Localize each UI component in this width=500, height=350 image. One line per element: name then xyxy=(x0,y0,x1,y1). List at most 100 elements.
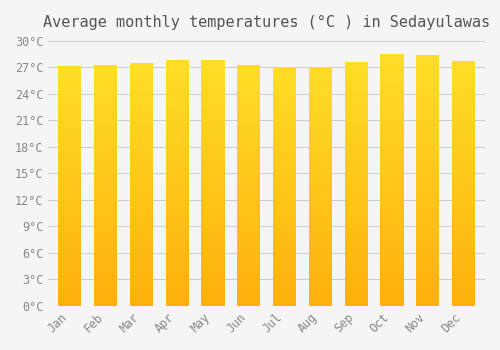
Bar xyxy=(58,150,82,152)
Bar xyxy=(344,121,368,123)
Bar xyxy=(58,198,82,200)
Bar xyxy=(237,262,260,265)
Bar xyxy=(94,183,118,185)
Bar xyxy=(452,132,475,135)
Bar xyxy=(166,281,189,284)
Bar xyxy=(58,253,82,255)
Bar xyxy=(416,118,440,120)
Bar xyxy=(202,232,224,234)
Bar xyxy=(166,63,189,65)
Bar xyxy=(380,57,404,59)
Bar xyxy=(58,123,82,126)
Bar xyxy=(344,150,368,152)
Bar xyxy=(273,198,296,201)
Bar xyxy=(202,296,224,299)
Bar xyxy=(202,173,224,176)
Bar xyxy=(416,238,440,240)
Bar xyxy=(416,78,440,80)
Bar xyxy=(58,229,82,231)
Bar xyxy=(202,105,224,107)
Bar xyxy=(344,162,368,164)
Bar xyxy=(344,218,368,220)
Bar xyxy=(308,169,332,172)
Bar xyxy=(202,60,224,63)
Bar xyxy=(308,208,332,210)
Bar xyxy=(166,100,189,102)
Bar xyxy=(202,249,224,252)
Bar xyxy=(344,142,368,145)
Bar xyxy=(344,147,368,150)
Bar xyxy=(166,257,189,259)
Bar xyxy=(380,173,404,175)
Bar xyxy=(202,210,224,212)
Bar xyxy=(273,201,296,203)
Bar xyxy=(416,246,440,248)
Bar xyxy=(94,82,118,84)
Bar xyxy=(202,156,224,159)
Bar xyxy=(273,263,296,265)
Bar xyxy=(58,279,82,282)
Bar xyxy=(237,72,260,75)
Bar xyxy=(94,118,118,120)
Bar xyxy=(380,258,404,260)
Bar xyxy=(202,198,224,200)
Bar xyxy=(380,296,404,298)
Bar xyxy=(344,252,368,255)
Bar xyxy=(380,142,404,145)
Bar xyxy=(344,303,368,306)
Bar xyxy=(452,183,475,186)
Bar xyxy=(166,134,189,136)
Bar xyxy=(344,245,368,247)
Bar xyxy=(380,99,404,102)
Bar xyxy=(308,270,332,272)
Bar xyxy=(273,210,296,212)
Bar xyxy=(273,78,296,81)
Bar xyxy=(58,219,82,222)
Bar xyxy=(202,161,224,163)
Bar xyxy=(452,88,475,91)
Bar xyxy=(130,160,153,162)
Bar xyxy=(130,216,153,218)
Bar xyxy=(58,78,82,80)
Bar xyxy=(166,97,189,100)
Bar xyxy=(308,121,332,124)
Bar xyxy=(94,241,118,243)
Bar xyxy=(273,277,296,280)
Bar xyxy=(273,280,296,282)
Bar xyxy=(452,259,475,262)
Bar xyxy=(58,138,82,140)
Bar xyxy=(273,294,296,296)
Bar xyxy=(380,233,404,235)
Bar xyxy=(344,182,368,184)
Bar xyxy=(416,193,440,196)
Bar xyxy=(308,184,332,186)
Bar xyxy=(202,299,224,301)
Bar xyxy=(273,167,296,169)
Bar xyxy=(308,162,332,164)
Bar xyxy=(237,98,260,101)
Bar xyxy=(380,210,404,213)
Bar xyxy=(130,121,153,124)
Bar xyxy=(94,200,118,202)
Bar xyxy=(308,95,332,98)
Bar xyxy=(58,241,82,243)
Bar xyxy=(452,284,475,286)
Bar xyxy=(416,103,440,105)
Bar xyxy=(130,112,153,114)
Bar xyxy=(344,128,368,130)
Bar xyxy=(166,188,189,190)
Bar xyxy=(130,221,153,223)
Bar xyxy=(416,211,440,213)
Bar xyxy=(452,76,475,78)
Bar xyxy=(308,136,332,138)
Bar xyxy=(94,89,118,91)
Bar xyxy=(380,54,404,57)
Bar xyxy=(380,200,404,203)
Bar xyxy=(202,168,224,171)
Bar xyxy=(237,168,260,171)
Bar xyxy=(130,233,153,236)
Bar xyxy=(237,120,260,122)
Bar xyxy=(202,193,224,195)
Bar xyxy=(308,296,332,299)
Bar xyxy=(452,188,475,191)
